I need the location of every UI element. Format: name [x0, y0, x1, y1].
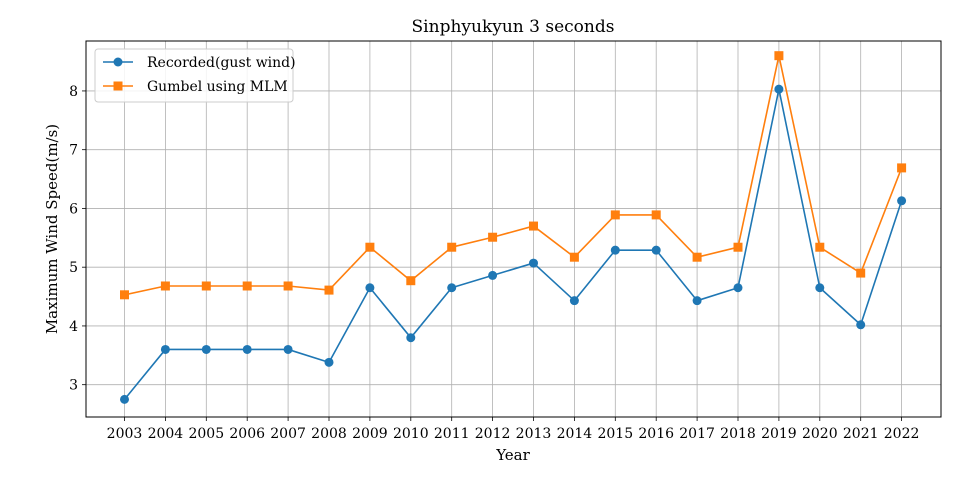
- x-tick-label: 2005: [188, 426, 224, 442]
- data-point: [324, 285, 334, 295]
- data-point: [406, 333, 416, 343]
- x-tick-label: 2019: [761, 426, 797, 442]
- grid-lines: [86, 41, 941, 417]
- legend-box: [94, 48, 294, 103]
- legend-swatch-marker: [113, 57, 123, 67]
- data-point: [774, 84, 784, 94]
- data-point: [406, 276, 416, 286]
- x-tick-label: 2021: [843, 426, 879, 442]
- data-point: [651, 210, 661, 220]
- x-axis-label: Year: [495, 446, 530, 464]
- x-tick-label: 2013: [516, 426, 552, 442]
- data-point: [774, 51, 784, 61]
- data-point: [201, 344, 211, 354]
- y-tick-label: 7: [69, 143, 78, 159]
- data-point: [242, 344, 252, 354]
- data-point: [324, 357, 334, 367]
- x-tick-label: 2008: [311, 426, 347, 442]
- data-point: [447, 283, 457, 293]
- legend-entry-label: Gumbel using MLM: [147, 79, 288, 95]
- x-tick-label: 2018: [720, 426, 756, 442]
- y-tick-label: 5: [69, 260, 78, 276]
- series-line: [123, 88, 903, 400]
- data-point: [283, 281, 293, 291]
- x-tick-label: 2014: [557, 426, 593, 442]
- x-tick-label: 2016: [638, 426, 674, 442]
- y-tick-label: 3: [69, 378, 78, 394]
- x-tick-label: 2022: [884, 426, 920, 442]
- data-point: [120, 394, 129, 404]
- series-layer: [120, 51, 907, 404]
- x-tick-label: 2020: [802, 426, 838, 442]
- x-tick-label: 2003: [107, 426, 143, 442]
- legend-swatch-marker: [113, 81, 123, 91]
- data-point: [488, 270, 498, 280]
- series-line: [124, 54, 903, 296]
- series-1: [120, 84, 907, 404]
- y-tick-label: 6: [69, 201, 78, 217]
- data-point: [856, 268, 866, 278]
- x-tick-label: 2010: [393, 426, 429, 442]
- data-point: [733, 242, 743, 252]
- data-point: [569, 252, 579, 262]
- data-point: [447, 242, 457, 252]
- series-2: [120, 51, 907, 300]
- data-point: [160, 344, 170, 354]
- x-tick-label: 2012: [475, 426, 511, 442]
- data-point: [815, 283, 825, 293]
- legend-entry-label: Recorded(gust wind): [147, 55, 296, 71]
- x-tick-label: 2011: [434, 426, 470, 442]
- plot-frame: [85, 40, 942, 418]
- data-point: [897, 163, 907, 173]
- data-point: [897, 196, 907, 206]
- axis-ticks: 2003 2004 2005 2006 2007 2008 2009 2010 2011 2012…: [69, 84, 919, 442]
- data-point: [160, 281, 170, 291]
- x-tick-label: 2015: [597, 426, 633, 442]
- data-point: [283, 344, 293, 354]
- y-tick-label: 4: [69, 319, 78, 335]
- data-point: [610, 245, 620, 255]
- data-point: [733, 283, 743, 293]
- data-point: [856, 320, 866, 330]
- x-tick-label: 2004: [148, 426, 184, 442]
- data-point: [651, 245, 661, 255]
- x-tick-label: 2009: [352, 426, 388, 442]
- data-point: [692, 252, 702, 262]
- data-point: [365, 283, 375, 293]
- data-point: [815, 242, 825, 252]
- y-axis-label: Maximum Wind Speed(m/s): [43, 124, 61, 334]
- x-tick-label: 2007: [270, 426, 306, 442]
- legend: Recorded(gust wind) Gumbel using MLM: [94, 48, 296, 103]
- data-point: [610, 210, 620, 220]
- x-tick-label: 2017: [679, 426, 715, 442]
- data-point: [692, 296, 702, 306]
- data-point: [569, 296, 579, 306]
- x-tick-label: 2006: [229, 426, 265, 442]
- data-point: [201, 281, 211, 291]
- data-point: [242, 281, 252, 291]
- chart-title: Sinphyukyun 3 seconds: [412, 17, 615, 37]
- data-point: [365, 242, 375, 252]
- data-point: [120, 290, 129, 300]
- data-point: [529, 258, 538, 268]
- y-tick-label: 8: [69, 84, 78, 100]
- data-point: [529, 221, 538, 231]
- data-point: [488, 232, 498, 242]
